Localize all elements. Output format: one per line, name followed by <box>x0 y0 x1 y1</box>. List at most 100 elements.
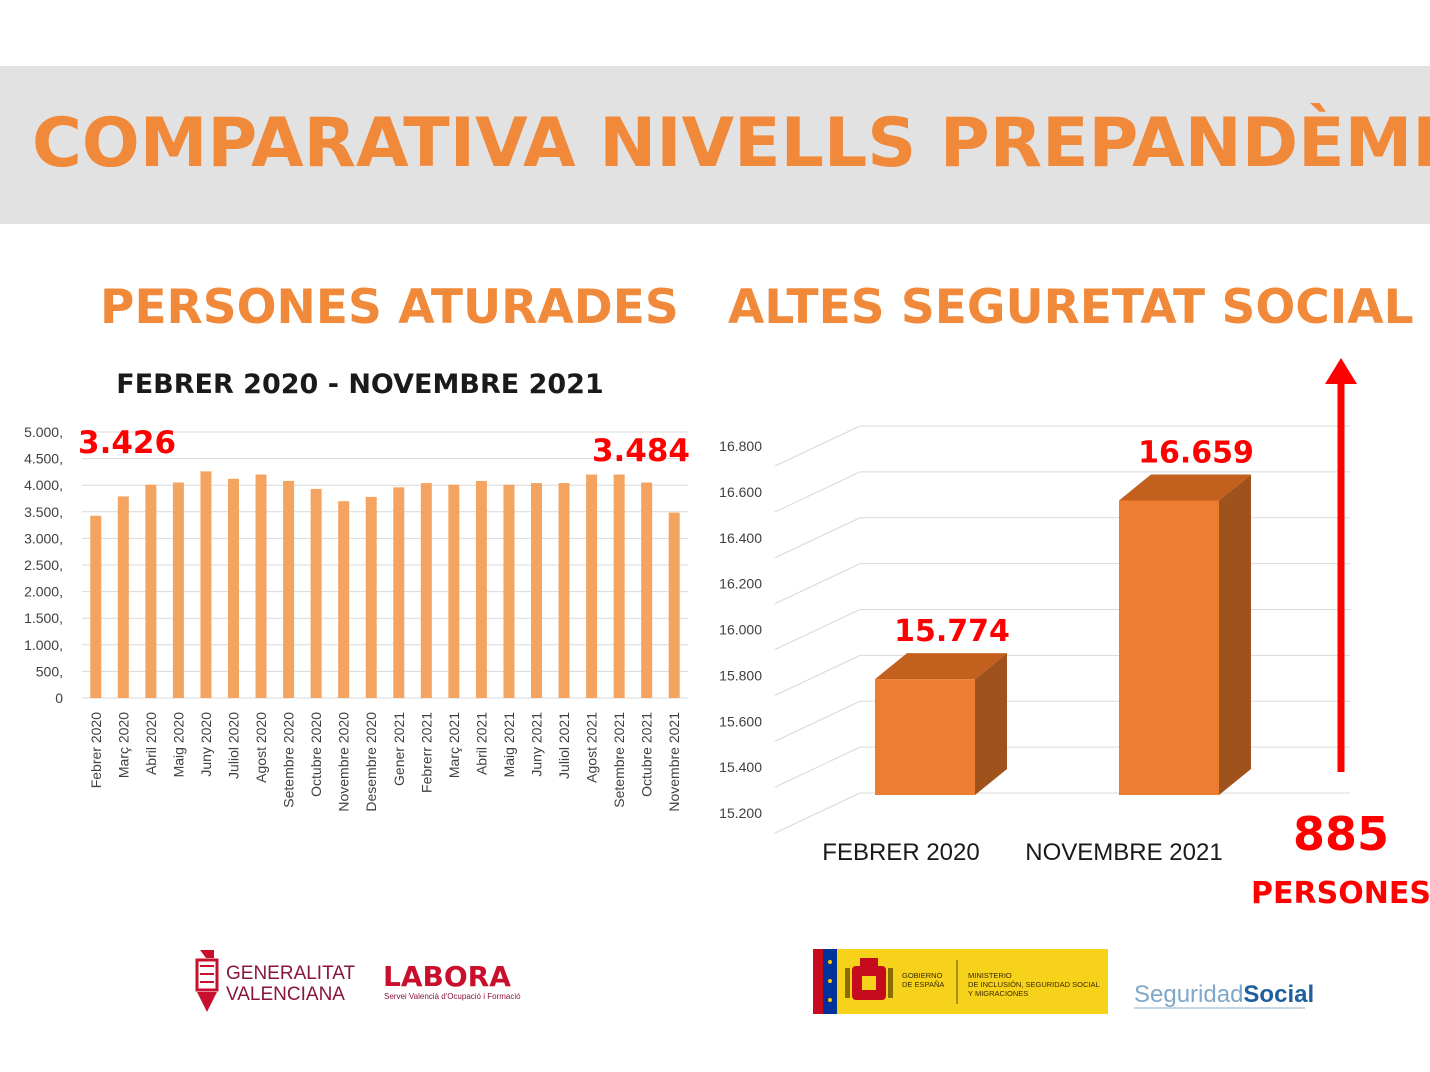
x-tick-label: Novembre 2021 <box>666 712 682 812</box>
eu-stars-icon <box>828 960 832 1002</box>
y-tick-label: 16.000 <box>719 622 762 638</box>
left-section-title: PERSONES ATURADES <box>100 280 679 335</box>
bar-value-label: 16.659 <box>1138 435 1254 470</box>
x-tick-label: Febrer 2020 <box>88 712 104 788</box>
y-tick-label: 15.800 <box>719 667 762 683</box>
bar <box>558 483 570 698</box>
bar-value-label: 15.774 <box>894 614 1010 649</box>
ministerio-line2: DE INCLUSIÓN, SEGURIDAD SOCIAL <box>968 980 1100 989</box>
page-title: COMPARATIVA NIVELLS PREPANDÈMIA <box>32 104 1430 183</box>
header-banner <box>0 66 1430 224</box>
bar <box>613 474 625 698</box>
bar <box>145 484 157 698</box>
y-tick-label: 500, <box>36 663 63 679</box>
bar-top-face <box>875 653 1007 680</box>
y-tick-label: 1.000, <box>24 637 63 653</box>
x-tick-label: Juny 2020 <box>198 712 214 777</box>
y-tick-label: 16.600 <box>719 484 762 500</box>
bar <box>668 512 680 698</box>
x-category-label: FEBRER 2020 <box>822 839 979 866</box>
y-tick-label: 15.400 <box>719 759 762 775</box>
x-tick-label: Juliol 2020 <box>226 712 242 779</box>
x-tick-label: Febrerr 2021 <box>418 712 434 793</box>
gv-line1: GENERALITAT <box>226 963 356 984</box>
x-tick-label: Juliol 2021 <box>556 712 572 779</box>
gridline-depth <box>774 792 861 834</box>
right-section-title: ALTES SEGURETAT SOCIAL <box>728 280 1414 335</box>
eu-flag-strip-red <box>813 949 823 1014</box>
x-tick-label: Maig 2021 <box>501 712 517 778</box>
bar <box>310 488 322 698</box>
chart-title: FEBRER 2020 - NOVEMBRE 2021 <box>116 369 603 400</box>
seguridad-social-logo: SeguridadSocial <box>1134 981 1314 1008</box>
difference-unit: PERSONES <box>1251 876 1430 911</box>
bar <box>117 496 129 698</box>
ss-part1: Seguridad <box>1134 981 1243 1008</box>
bar <box>283 480 295 698</box>
x-tick-label: Abril 2020 <box>143 712 159 775</box>
end-value-label: 3.484 <box>592 433 690 469</box>
bar <box>200 471 212 698</box>
x-tick-label: Març 2020 <box>115 712 131 778</box>
bar <box>475 480 487 698</box>
bar <box>393 487 405 698</box>
bar <box>448 484 460 698</box>
bar-top-face <box>1119 474 1251 501</box>
gridline-depth <box>774 700 861 742</box>
y-tick-label: 0 <box>55 690 63 706</box>
gridline-depth <box>774 563 861 605</box>
y-tick-label: 15.200 <box>719 805 762 821</box>
start-value-label: 3.426 <box>78 425 176 461</box>
bar <box>503 484 515 698</box>
generalitat-emblem <box>195 950 219 1012</box>
y-tick-label: 2.500, <box>24 557 63 573</box>
spain-coat-of-arms-icon <box>845 958 893 1000</box>
bar-side-face <box>1219 474 1251 795</box>
bar <box>531 483 542 698</box>
x-tick-label: Gener 2021 <box>391 712 407 786</box>
gridline-depth <box>774 517 861 559</box>
labora-subtitle: Servei Valencià d'Ocupació i Formació <box>384 992 521 1001</box>
bar <box>90 515 102 698</box>
gridline-depth <box>774 425 861 467</box>
y-tick-label: 4.000, <box>24 477 63 493</box>
bar-side-face <box>975 653 1007 795</box>
bar <box>875 679 975 795</box>
y-tick-label: 5.000, <box>24 424 63 440</box>
x-tick-label: Octubre 2021 <box>639 712 655 797</box>
y-tick-label: 1.500, <box>24 610 63 626</box>
x-category-label: NOVEMBRE 2021 <box>1025 839 1222 866</box>
gridline-depth <box>774 654 861 696</box>
bar <box>641 482 653 698</box>
x-tick-label: Juny 2021 <box>529 712 545 777</box>
ministerio-line1: MINISTERIO <box>968 971 1012 980</box>
ministerio-line3: Y MIGRACIONES <box>968 989 1028 998</box>
bar <box>586 474 598 698</box>
bar <box>1119 500 1219 795</box>
bar <box>172 482 184 698</box>
x-tick-label: Novembre 2020 <box>336 712 352 812</box>
y-tick-label: 16.200 <box>719 576 762 592</box>
bar <box>420 483 432 698</box>
gobierno-line1: GOBIERNO <box>902 971 943 980</box>
gridline-depth <box>774 471 861 513</box>
x-tick-label: Setembre 2021 <box>611 712 627 808</box>
y-tick-label: 4.500, <box>24 451 63 467</box>
x-tick-label: Octubre 2020 <box>308 712 324 797</box>
ss-part2: Social <box>1243 981 1314 1008</box>
difference-value: 885 <box>1293 807 1389 861</box>
y-tick-label: 3.500, <box>24 504 63 520</box>
y-tick-label: 16.400 <box>719 530 762 546</box>
x-tick-label: Agost 2020 <box>253 712 269 783</box>
labora-logo-text: LABORA <box>383 960 511 993</box>
y-tick-label: 16.800 <box>719 438 762 454</box>
bar <box>255 474 267 698</box>
gridline-depth <box>774 609 861 650</box>
y-tick-label: 3.000, <box>24 530 63 546</box>
bar <box>338 501 350 698</box>
gridline-depth <box>774 746 861 788</box>
x-tick-label: Abril 2021 <box>473 712 489 775</box>
